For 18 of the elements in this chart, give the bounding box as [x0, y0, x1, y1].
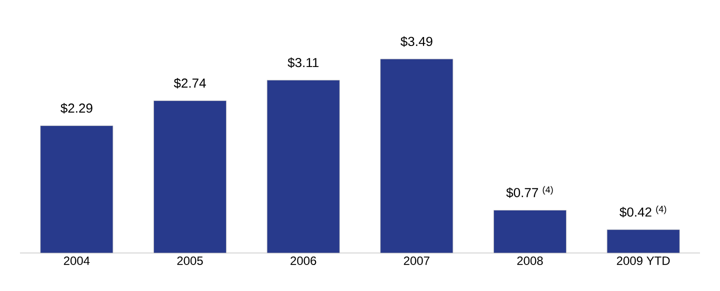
- data-label: $0.42 $^{(4)}$: [620, 206, 666, 218]
- data-label: $2.29: [60, 102, 92, 114]
- data-label: $3.11: [288, 57, 318, 68]
- bar: [606, 229, 680, 254]
- bar: [494, 210, 566, 254]
- data-label: $3.49: [400, 36, 432, 47]
- x-tick-label: 2005: [177, 256, 203, 266]
- bar: [154, 100, 226, 254]
- bar: [380, 58, 454, 254]
- x-tick-label: 2009 YTD: [616, 256, 670, 266]
- bar: [40, 126, 114, 254]
- x-tick-label: 2007: [404, 256, 430, 266]
- data-label: $0.77 $^{(4)}$: [506, 186, 553, 198]
- bar: [266, 80, 340, 254]
- x-tick-label: 2006: [290, 256, 316, 266]
- data-label: $2.74: [174, 78, 206, 88]
- x-tick-label: 2004: [64, 256, 90, 266]
- x-tick-label: 2008: [517, 256, 543, 266]
